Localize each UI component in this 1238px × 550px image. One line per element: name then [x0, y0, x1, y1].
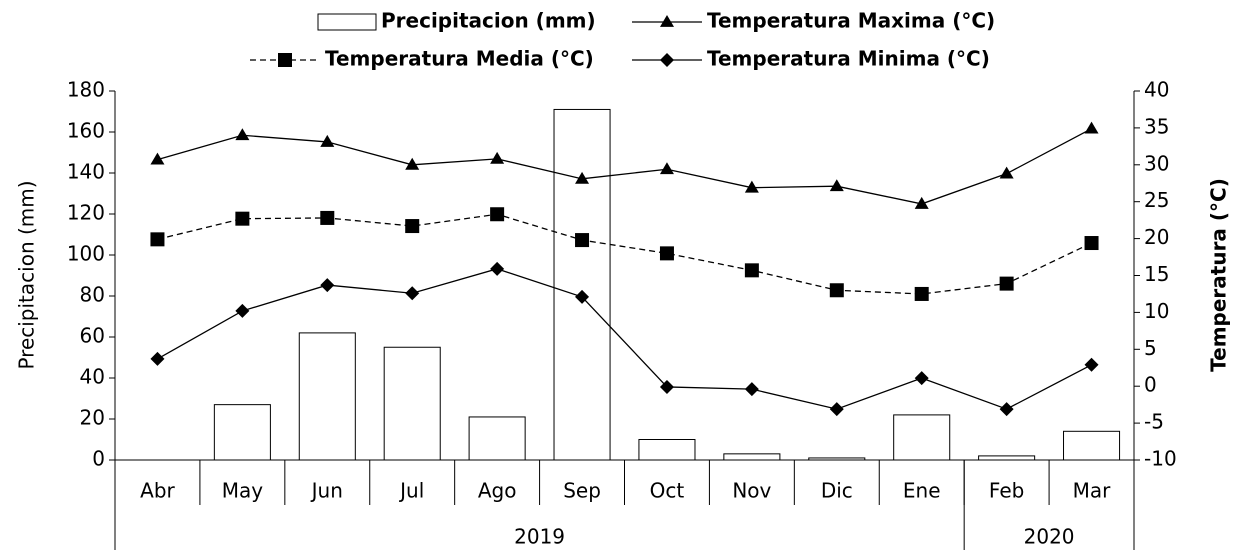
- line-marker: [829, 179, 844, 192]
- y2-tick-label: 40: [1144, 78, 1169, 102]
- line-marker: [914, 286, 929, 301]
- y-tick-label: 160: [67, 119, 105, 143]
- y-axis-label: Precipitacion (mm): [15, 180, 39, 369]
- x-tick-label: Nov: [732, 479, 771, 503]
- y-tick-label: 0: [92, 447, 105, 471]
- line-marker: [150, 152, 165, 165]
- line-marker: [1084, 357, 1099, 372]
- line-marker: [490, 207, 505, 222]
- line-marker: [1084, 236, 1099, 251]
- line-marker: [999, 276, 1014, 291]
- y2-tick-label: 35: [1144, 114, 1169, 138]
- y-tick-label: 120: [67, 201, 105, 225]
- bar: [298, 332, 356, 461]
- legend-swatch: [317, 13, 377, 31]
- y-tick-label: 80: [80, 283, 105, 307]
- y-tick-label: 60: [80, 324, 105, 348]
- y2-tick-label: 0: [1144, 373, 1157, 397]
- bar: [468, 416, 526, 461]
- y-tick-label: 100: [67, 242, 105, 266]
- line: [157, 128, 1092, 205]
- line-marker: [914, 196, 929, 209]
- y-tick-label: 20: [80, 406, 105, 430]
- line-marker: [150, 232, 165, 247]
- line-marker: [999, 402, 1014, 417]
- line-marker: [744, 180, 759, 193]
- line-marker: [914, 371, 929, 386]
- x-tick-label: Dic: [821, 479, 853, 503]
- line: [157, 268, 1092, 410]
- line: [157, 213, 1092, 295]
- line-marker: [235, 211, 250, 226]
- legend-label: Precipitacion (mm): [381, 9, 596, 33]
- line-marker: [999, 166, 1014, 179]
- line-marker: [829, 402, 844, 417]
- y2-tick-label: 25: [1144, 188, 1169, 212]
- line-marker: [575, 171, 590, 184]
- bar: [1063, 430, 1121, 461]
- line-marker: [1084, 121, 1099, 134]
- line-marker: [575, 289, 590, 304]
- x-tick-label: Ago: [478, 479, 517, 503]
- line-marker: [744, 382, 759, 397]
- line-marker: [320, 210, 335, 225]
- line-marker: [575, 233, 590, 248]
- line-marker: [405, 157, 420, 170]
- line-marker: [235, 128, 250, 141]
- bar: [978, 455, 1036, 461]
- legend-label: Temperatura Media (°C): [325, 47, 594, 71]
- line-marker: [405, 219, 420, 234]
- line-marker: [744, 263, 759, 278]
- y2-tick-label: 10: [1144, 299, 1169, 323]
- line-marker: [659, 379, 674, 394]
- line-marker: [320, 134, 335, 147]
- line-marker: [405, 286, 420, 301]
- y2-tick-label: 20: [1144, 225, 1169, 249]
- legend-marker: [660, 53, 674, 67]
- legend-label: Temperatura Maxima (°C): [707, 9, 995, 33]
- x-tick-label: May: [222, 479, 264, 503]
- bar: [383, 346, 441, 461]
- y-tick-label: 40: [80, 365, 105, 389]
- y2-axis-label: Temperatura (°C): [1207, 178, 1231, 372]
- x-tick-label: Jul: [398, 479, 424, 503]
- line-marker: [490, 151, 505, 164]
- x-tick-label: Jun: [310, 479, 343, 503]
- x-tick-label: Oct: [650, 479, 685, 503]
- legend-marker: [660, 15, 674, 27]
- line-marker: [659, 246, 674, 261]
- line-marker: [320, 278, 335, 293]
- line-marker: [829, 283, 844, 298]
- y2-tick-label: 30: [1144, 151, 1169, 175]
- legend-marker: [278, 53, 292, 67]
- y2-tick-label: -5: [1144, 410, 1164, 434]
- line-marker: [235, 303, 250, 318]
- bar: [723, 453, 781, 461]
- bar: [638, 439, 696, 461]
- y2-tick-label: 5: [1144, 336, 1157, 360]
- legend-label: Temperatura Minima (°C): [707, 47, 990, 71]
- group-label: 2019: [514, 525, 565, 549]
- bar: [893, 414, 951, 461]
- line-marker: [150, 351, 165, 366]
- y-tick-label: 140: [67, 160, 105, 184]
- bar: [213, 404, 271, 461]
- y-tick-label: 180: [67, 78, 105, 102]
- x-tick-label: Ene: [903, 479, 941, 503]
- x-tick-label: Abr: [140, 479, 175, 503]
- line-marker: [659, 162, 674, 175]
- x-tick-label: Mar: [1073, 479, 1112, 503]
- bar: [553, 108, 611, 461]
- y2-tick-label: 15: [1144, 262, 1169, 286]
- group-label: 2020: [1024, 525, 1075, 549]
- y2-tick-label: -10: [1144, 447, 1177, 471]
- x-tick-label: Feb: [989, 479, 1024, 503]
- line-marker: [490, 261, 505, 276]
- x-tick-label: Sep: [563, 479, 601, 503]
